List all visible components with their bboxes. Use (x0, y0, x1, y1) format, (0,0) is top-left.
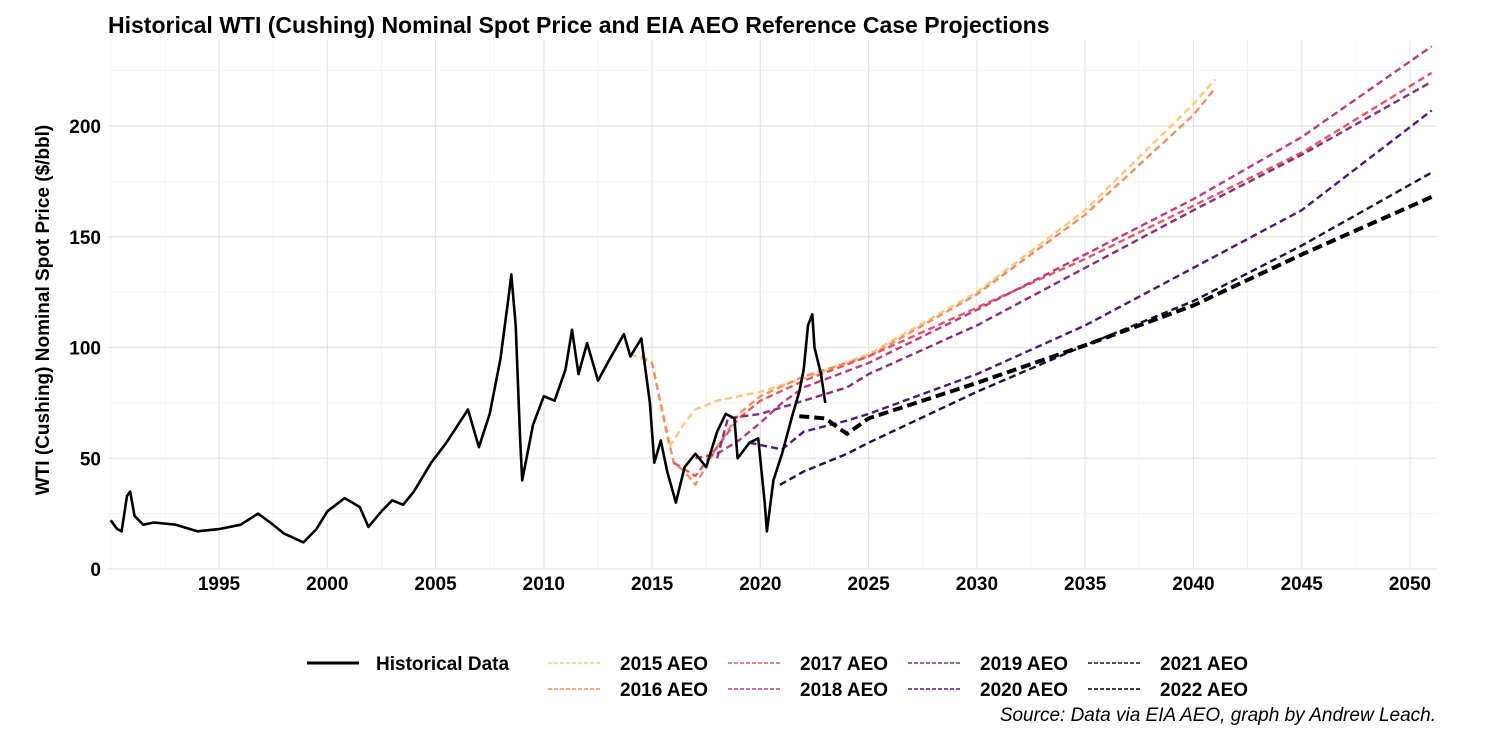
y-tick-label: 100 (69, 339, 101, 360)
y-tick-label: 50 (80, 449, 101, 470)
legend-label: 2021 AEO (1160, 654, 1248, 675)
legend: Historical Data 2015 AEO 2016 AEO 2017 AEO 2… (307, 654, 1248, 701)
legend-label: 2018 AEO (800, 680, 888, 701)
x-tick-label: 2050 (1389, 574, 1431, 595)
series-line-2017-aeo (673, 71, 1433, 478)
gridlines (108, 40, 1437, 570)
series-line-2015-aeo (629, 78, 1216, 449)
series-line-2021-aeo (779, 171, 1433, 486)
legend-label: 2022 AEO (1160, 680, 1248, 701)
series-line-2019-aeo (715, 80, 1433, 459)
series-lines (109, 45, 1433, 544)
x-tick-label: 2035 (1064, 574, 1107, 595)
x-tick-label: 2020 (739, 574, 781, 595)
y-axis-title: WTI (Cushing) Nominal Spot Price ($/bbl) (33, 125, 54, 496)
series-line-2018-aeo (695, 45, 1433, 460)
x-tick-label: 2045 (1281, 574, 1324, 595)
x-tick-label: 2015 (631, 574, 674, 595)
chart-title: Historical WTI (Cushing) Nominal Spot Pr… (108, 12, 1050, 38)
x-tick-label: 2040 (1172, 574, 1214, 595)
series-line-2020-aeo (749, 109, 1433, 451)
x-tick-label: 2005 (414, 574, 457, 595)
legend-label: 2015 AEO (620, 654, 708, 675)
legend-label: 2019 AEO (980, 654, 1068, 675)
series-line-2016-aeo (640, 87, 1217, 486)
x-tick-label: 2000 (306, 574, 348, 595)
x-tick-label: 2010 (523, 574, 565, 595)
legend-label: Historical Data (376, 654, 509, 675)
legend-label: 2016 AEO (620, 680, 708, 701)
y-tick-labels: 0 50 100 150 200 (69, 117, 101, 581)
source-caption: Source: Data via EIA AEO, graph by Andre… (999, 705, 1436, 726)
x-tick-label: 1995 (198, 574, 241, 595)
series-line-historical-data (109, 273, 827, 544)
x-tick-label: 2025 (847, 574, 890, 595)
y-tick-label: 200 (69, 117, 101, 138)
y-tick-label: 0 (90, 560, 101, 581)
legend-label: 2017 AEO (800, 654, 888, 675)
legend-label: 2020 AEO (980, 680, 1068, 701)
y-tick-label: 150 (69, 228, 101, 249)
series-line-2022-aeo (799, 195, 1433, 436)
x-tick-labels: 1995 2000 2005 2010 2015 2020 2025 2030 2035 2040… (198, 574, 1431, 595)
x-tick-label: 2030 (956, 574, 998, 595)
